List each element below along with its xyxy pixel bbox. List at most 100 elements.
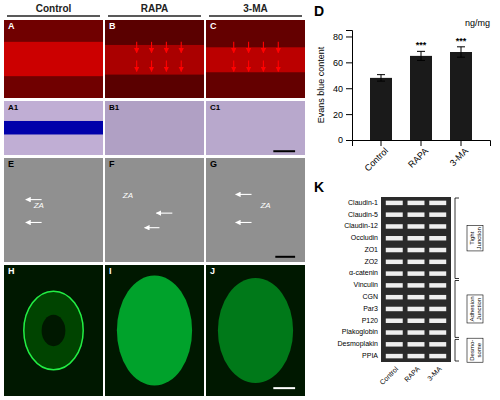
gel-band bbox=[386, 354, 403, 358]
gel-band bbox=[429, 354, 446, 358]
bracket-line bbox=[455, 339, 456, 361]
y-tick-mark bbox=[346, 36, 352, 37]
y-tick: 40 bbox=[333, 84, 352, 94]
column-header: RAPA bbox=[141, 3, 169, 14]
bracket-end bbox=[455, 280, 459, 281]
group-label-line: Adhesion bbox=[469, 296, 475, 321]
image-panel: C1 bbox=[206, 101, 305, 155]
error-bar bbox=[461, 47, 462, 57]
y-tick: 20 bbox=[333, 109, 352, 119]
gene-label: Claudin-12 bbox=[344, 222, 378, 229]
gel-band bbox=[408, 354, 425, 358]
panel-background bbox=[206, 265, 305, 396]
error-cap bbox=[457, 46, 465, 47]
gel-band bbox=[429, 342, 446, 346]
column-header-rule bbox=[209, 15, 302, 17]
gel-band bbox=[386, 248, 403, 252]
gel-band bbox=[429, 224, 446, 228]
panel-annotation: ZA bbox=[33, 201, 44, 210]
panel-arrow bbox=[233, 61, 234, 72]
gel-band bbox=[386, 319, 403, 323]
gel-band bbox=[386, 307, 403, 311]
image-panel: H bbox=[4, 265, 103, 396]
bar bbox=[370, 78, 392, 140]
column-header: 3-MA bbox=[243, 3, 267, 14]
significance-label: *** bbox=[416, 40, 427, 50]
lane-label: RAPA bbox=[403, 365, 421, 383]
gel-background bbox=[381, 197, 451, 362]
image-panel: A bbox=[4, 20, 103, 98]
gel-band bbox=[386, 271, 403, 275]
bracket-end bbox=[455, 278, 459, 279]
y-axis-label: Evans blue content bbox=[316, 46, 326, 123]
gene-label: Claudin-1 bbox=[348, 199, 378, 206]
panel-arrow bbox=[136, 61, 137, 72]
group-label-frame bbox=[467, 295, 483, 323]
lane-label: 3-MA bbox=[426, 365, 443, 382]
group-label-frame bbox=[467, 338, 483, 362]
gene-label: Claudin-5 bbox=[348, 211, 378, 218]
error-cap bbox=[377, 74, 385, 75]
gel-band bbox=[429, 201, 446, 205]
panel-arrow bbox=[151, 42, 152, 53]
panel-background bbox=[4, 158, 103, 262]
group-label-line: Desmo- bbox=[469, 340, 475, 361]
fluorescence-blob bbox=[218, 278, 293, 383]
y-tick-label: 60 bbox=[333, 58, 343, 68]
panel-arrow bbox=[248, 61, 249, 72]
gel-band bbox=[408, 330, 425, 334]
chart-container: ControlRAPA3-MAABCA1B1C1EZAFZAGZAHIJDng/… bbox=[0, 0, 500, 400]
y-tick-label: 0 bbox=[338, 135, 343, 145]
panel-arrow bbox=[166, 61, 167, 72]
gel-band bbox=[408, 283, 425, 287]
panel-background bbox=[105, 20, 204, 98]
gel-band bbox=[408, 260, 425, 264]
group-label-box: Desmo-some bbox=[467, 338, 483, 362]
gel-band bbox=[408, 248, 425, 252]
panel-band bbox=[4, 121, 103, 135]
panel-label: B bbox=[109, 21, 116, 31]
panel-background bbox=[4, 101, 103, 155]
panel-arrow bbox=[136, 42, 137, 53]
y-tick-mark bbox=[346, 88, 352, 89]
x-tick-label: RAPA bbox=[406, 146, 430, 170]
gel-band bbox=[408, 201, 425, 205]
bar bbox=[410, 56, 432, 140]
panel-arrow bbox=[278, 42, 279, 53]
bar-group bbox=[370, 47, 472, 140]
panel-label: E bbox=[8, 159, 14, 169]
group-label-line: Tight bbox=[469, 231, 475, 244]
gene-label: Occludin bbox=[351, 234, 378, 241]
image-panel: B bbox=[105, 20, 204, 98]
image-panel: A1 bbox=[4, 101, 103, 155]
y-axis: 020406080 bbox=[333, 31, 353, 146]
panel-arrow bbox=[278, 61, 279, 72]
panel-arrow bbox=[248, 42, 249, 53]
panel-label: I bbox=[109, 266, 112, 276]
y-tick: 60 bbox=[333, 58, 352, 68]
image-panel: J bbox=[206, 265, 305, 396]
x-tick: 3-MA bbox=[448, 140, 470, 168]
gel-band bbox=[408, 224, 425, 228]
group-label-frame bbox=[467, 226, 483, 251]
y-tick-mark bbox=[346, 114, 352, 115]
x-tick-mark bbox=[461, 140, 462, 146]
x-tick-label: 3-MA bbox=[448, 146, 470, 168]
column-header-rule bbox=[7, 15, 100, 17]
scale-bar bbox=[273, 387, 295, 389]
gel-band bbox=[386, 342, 403, 346]
panel-arrow bbox=[263, 61, 264, 72]
x-tick: Control bbox=[362, 140, 390, 173]
y-tick-mark bbox=[346, 140, 352, 141]
y-tick-label: 20 bbox=[333, 109, 343, 119]
group-label-box: AdhesionJunction bbox=[467, 295, 483, 323]
panel-band bbox=[206, 47, 305, 72]
gel-band bbox=[386, 212, 403, 216]
panel-arrow bbox=[263, 42, 264, 53]
gene-label: P120 bbox=[362, 317, 378, 324]
scale-bar bbox=[273, 150, 295, 152]
gel-band bbox=[386, 201, 403, 205]
gene-label: ZO1 bbox=[364, 246, 378, 253]
gel-band bbox=[429, 260, 446, 264]
panel-background bbox=[4, 265, 103, 396]
